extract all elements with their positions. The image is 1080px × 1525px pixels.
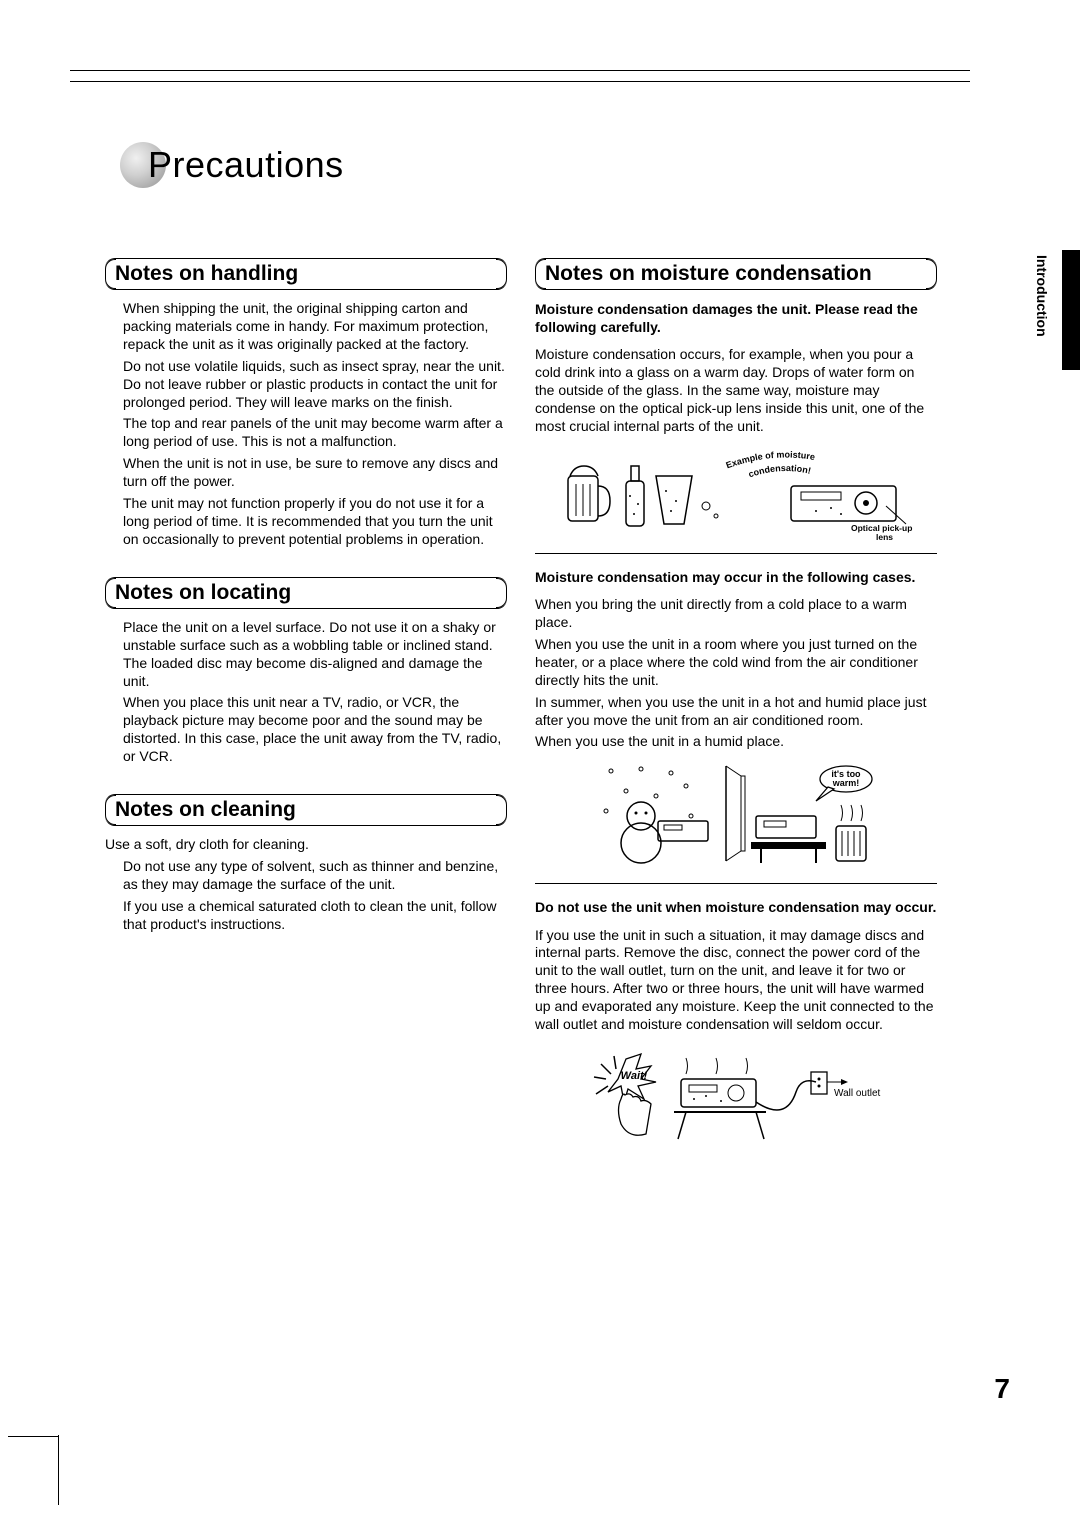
top-rule	[70, 70, 970, 71]
page-title: Precautions	[148, 144, 344, 186]
svg-text:warm!: warm!	[832, 778, 860, 788]
moisture-p6: If you use the unit in such a situation,…	[535, 927, 937, 1034]
right-column: Notes on moisture condensation Moisture …	[535, 258, 937, 1164]
cleaning-p1: Do not use any type of solvent, such as …	[123, 858, 507, 894]
handling-p5: The unit may not function properly if yo…	[123, 495, 507, 549]
handling-p2: Do not use volatile liquids, such as ins…	[123, 358, 507, 412]
moisture-p3: When you use the unit in a room where yo…	[535, 636, 937, 690]
moisture-p2: When you bring the unit directly from a …	[535, 596, 937, 632]
crop-mark-horizontal	[8, 1436, 58, 1437]
locating-p1: Place the unit on a level surface. Do no…	[123, 619, 507, 691]
heading-locating: Notes on locating	[105, 577, 507, 609]
moisture-b2: Moisture condensation may occur in the f…	[535, 568, 937, 586]
handling-p3: The top and rear panels of the unit may …	[123, 415, 507, 451]
cleaning-p0: Use a soft, dry cloth for cleaning.	[105, 836, 507, 854]
svg-text:condensation!: condensation!	[747, 463, 812, 479]
heading-cleaning: Notes on cleaning	[105, 794, 507, 826]
heading-handling: Notes on handling	[105, 258, 507, 290]
illustration-wait: Wait!	[556, 1044, 916, 1154]
crop-mark-vertical	[58, 1435, 59, 1505]
top-rule-2	[70, 81, 970, 82]
heading-moisture: Notes on moisture condensation	[535, 258, 937, 290]
moisture-b3: Do not use the unit when moisture conden…	[535, 898, 937, 916]
page-number: 7	[994, 1373, 1010, 1405]
side-tab-bar	[1062, 250, 1080, 370]
moisture-p4: In summer, when you use the unit in a ho…	[535, 694, 937, 730]
side-tab-label: Introduction	[1034, 255, 1050, 337]
cleaning-p2: If you use a chemical saturated cloth to…	[123, 898, 507, 934]
illus3-outlet-label: Wall outlet	[834, 1088, 881, 1099]
handling-p1: When shipping the unit, the original shi…	[123, 300, 507, 354]
title-row: Precautions	[120, 142, 1010, 188]
illustration-snowman: it's too warm!	[556, 761, 916, 871]
illus3-wait-label: Wait!	[621, 1070, 648, 1082]
locating-p2: When you place this unit near a TV, radi…	[123, 694, 507, 766]
svg-text:lens: lens	[876, 532, 893, 541]
left-column: Notes on handling When shipping the unit…	[105, 258, 507, 1164]
moisture-p1: Moisture condensation occurs, for exampl…	[535, 346, 937, 436]
divider-2	[535, 883, 937, 884]
moisture-b1: Moisture condensation damages the unit. …	[535, 300, 937, 336]
moisture-p5: When you use the unit in a humid place.	[535, 733, 937, 751]
handling-p4: When the unit is not in use, be sure to …	[123, 455, 507, 491]
divider-1	[535, 553, 937, 554]
illustration-condensation: Example of moisture condensation! Optica…	[556, 446, 916, 541]
